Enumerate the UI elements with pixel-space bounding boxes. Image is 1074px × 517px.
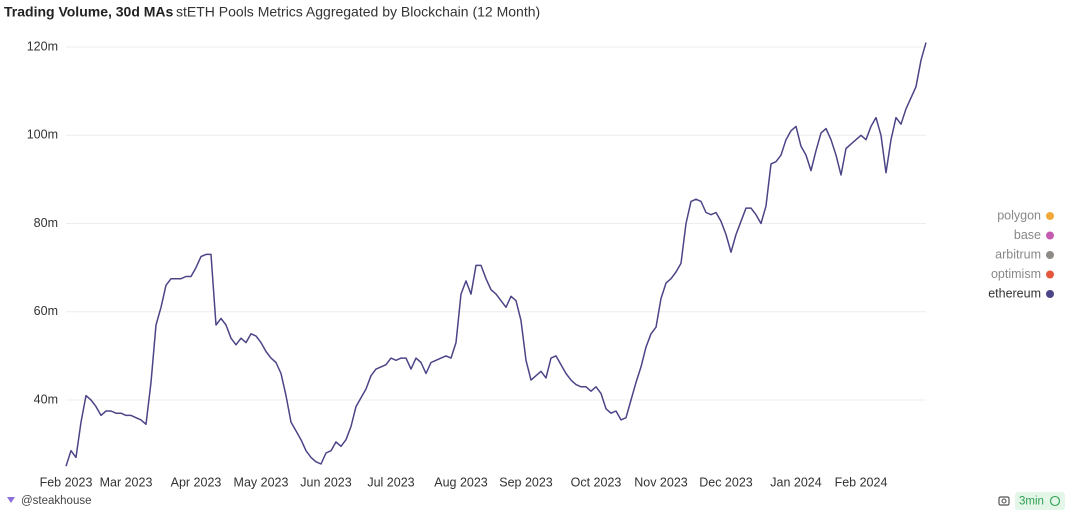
legend-swatch bbox=[1046, 231, 1054, 240]
legend-label: arbitrum bbox=[995, 247, 1041, 261]
legend-item[interactable]: ethereum bbox=[988, 286, 1054, 300]
legend-swatch bbox=[1046, 212, 1054, 220]
author-icon bbox=[7, 497, 15, 503]
x-tick-label: Feb 2023 bbox=[40, 475, 93, 489]
legend-item[interactable]: polygon bbox=[997, 208, 1054, 222]
x-tick-label: Dec 2023 bbox=[699, 475, 753, 489]
y-tick-label: 120m bbox=[27, 39, 58, 53]
x-tick-label: Mar 2023 bbox=[100, 475, 153, 489]
camera-body bbox=[998, 496, 1010, 506]
legend-swatch bbox=[1046, 251, 1054, 259]
y-tick-label: 80m bbox=[34, 216, 58, 230]
x-tick-label: Apr 2023 bbox=[171, 475, 222, 489]
x-tick-label: Aug 2023 bbox=[434, 475, 488, 489]
x-tick-label: Jun 2023 bbox=[300, 475, 351, 489]
x-tick-label: Sep 2023 bbox=[499, 475, 553, 489]
legend-label: polygon bbox=[997, 208, 1041, 222]
legend-item[interactable]: arbitrum bbox=[995, 247, 1054, 261]
y-tick-label: 60m bbox=[34, 304, 58, 318]
chart-subtitle: stETH Pools Metrics Aggregated by Blockc… bbox=[176, 4, 540, 20]
y-tick-label: 100m bbox=[27, 128, 58, 142]
x-tick-label: Nov 2023 bbox=[634, 475, 688, 489]
refresh-badge-text: 3min bbox=[1019, 496, 1044, 508]
legend-item[interactable]: optimism bbox=[991, 267, 1054, 281]
x-tick-label: Feb 2024 bbox=[835, 475, 888, 489]
author: @steakhouse bbox=[21, 495, 92, 507]
legend-label: ethereum bbox=[988, 286, 1041, 300]
refresh-check bbox=[1049, 495, 1061, 507]
y-tick-label: 40m bbox=[34, 392, 58, 406]
camera-icon[interactable] bbox=[998, 496, 1010, 506]
legend-swatch bbox=[1046, 270, 1054, 279]
camera-lens bbox=[1001, 498, 1007, 504]
legend-label: base bbox=[1014, 228, 1041, 242]
chart-title: Trading Volume, 30d MAs bbox=[4, 4, 174, 20]
legend-label: optimism bbox=[991, 267, 1041, 281]
x-tick-label: May 2023 bbox=[234, 475, 289, 489]
x-tick-label: Jan 2024 bbox=[770, 475, 821, 489]
series-line bbox=[65, 42, 927, 467]
legend-swatch bbox=[1046, 290, 1054, 298]
x-tick-label: Oct 2023 bbox=[571, 475, 622, 489]
refresh-badge bbox=[1015, 492, 1065, 510]
x-tick-label: Jul 2023 bbox=[367, 475, 414, 489]
legend-item[interactable]: base bbox=[1014, 228, 1054, 242]
